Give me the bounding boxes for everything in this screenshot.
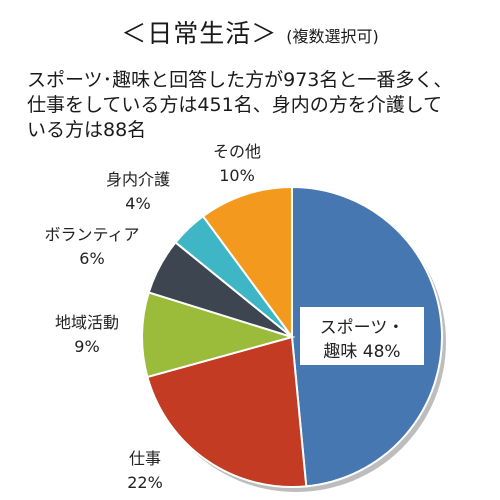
slice-label-1: 仕事 22%	[127, 449, 163, 492]
slice-label-line: その他	[213, 142, 261, 161]
pie-slice-1	[146, 335, 308, 488]
slice-label-line: 身内介護	[106, 170, 170, 189]
slice-label-line: 6%	[79, 249, 104, 268]
slice-label-line: 地域活動	[55, 313, 119, 332]
slice-label-line: スポーツ・	[320, 318, 405, 338]
description-line-2: 仕事をしている方は451名、身内の方を介護して	[27, 94, 443, 116]
slice-label-line: 趣味 48%	[323, 342, 400, 362]
title-row: ＜日常生活＞ (複数選択可)	[0, 14, 500, 50]
slice-label-5: その他 10%	[213, 142, 261, 185]
slice-label-4: 身内介護 4%	[106, 170, 170, 213]
slice-label-line: 4%	[125, 194, 150, 213]
slice-label-0: スポーツ・趣味 48%	[300, 307, 424, 365]
pie-slice-2	[141, 291, 296, 379]
slice-label-line: ボランティア	[44, 225, 139, 244]
slice-label-line: 22%	[127, 473, 163, 492]
slice-label-line: 9%	[74, 337, 99, 356]
chart-title: ＜日常生活＞	[121, 19, 278, 48]
description: スポーツ･趣味と回答した方が973名と一番多く、 仕事をしている方は451名、身…	[27, 68, 482, 143]
slice-label-3: ボランティア 6%	[44, 225, 139, 268]
description-line-3: いる方は88名	[27, 119, 147, 141]
slice-label-2: 地域活動 9%	[55, 313, 119, 356]
slice-label-line: 10%	[219, 166, 255, 185]
chart-subtitle: (複数選択可)	[286, 27, 379, 46]
description-line-1: スポーツ･趣味と回答した方が973名と一番多く、	[27, 69, 453, 91]
slice-label-box	[300, 307, 424, 365]
slice-label-line: 仕事	[129, 449, 161, 468]
pie-slice-5	[201, 185, 293, 341]
